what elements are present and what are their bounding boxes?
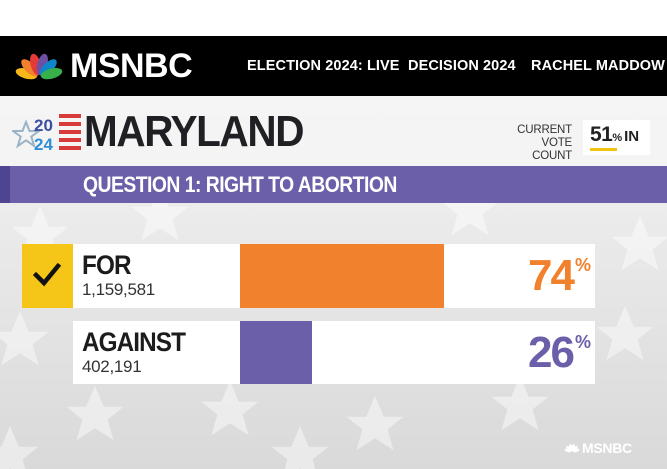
choice-name: AGAINST (82, 327, 186, 357)
state-title: MARYLAND (84, 107, 304, 156)
peacock-feather (572, 448, 580, 453)
nav-rachel-maddow[interactable]: RACHEL MADDOW (531, 58, 665, 74)
vote-count-label-line2: VOTE COUNT (532, 137, 572, 162)
result-bar-track (240, 321, 516, 384)
vote-count-label: CURRENT VOTE COUNT (508, 124, 572, 163)
percent-sign: % (574, 255, 591, 275)
vote-count-progress-bar (590, 148, 617, 151)
question-title: QUESTION 1: RIGHT TO ABORTION (83, 172, 397, 197)
vote-count-value: 51 (590, 123, 613, 146)
logo-text: MSNBC (70, 47, 193, 85)
question-bar: QUESTION 1: RIGHT TO ABORTION (0, 166, 667, 203)
checkmark-icon (33, 262, 61, 287)
peacock-icon-small (564, 444, 580, 453)
result-bar-for (240, 244, 444, 308)
percent-value: 74 (528, 251, 575, 300)
year-bottom: 24 (34, 135, 53, 154)
results-graphic: 20 24 MARYLAND CURRENT VOTE COUNT 51% IN … (0, 96, 667, 469)
nav-decision-2024[interactable]: DECISION 2024 (408, 58, 516, 74)
percent-box: 74 % (517, 244, 595, 308)
vote-count-label-line1: CURRENT (517, 124, 572, 136)
question-bar-accent (0, 166, 10, 203)
percent-sign: % (574, 332, 591, 352)
choice-votes: 1,159,581 (82, 280, 155, 299)
year-top: 20 (34, 116, 53, 135)
choice-votes: 402,191 (82, 357, 142, 376)
result-bar-track (240, 244, 516, 308)
choice-name: FOR (82, 250, 132, 280)
nav-election-2024-live[interactable]: ELECTION 2024: LIVE (247, 58, 400, 74)
peacock-icon (15, 53, 63, 80)
result-row-against: AGAINST 402,191 26 % (73, 321, 595, 384)
election-2024-star-badge-icon: 20 24 (12, 114, 81, 154)
top-nav-bar: MSNBC ELECTION 2024: LIVE DECISION 2024 … (0, 36, 667, 96)
peacock-feather (40, 68, 63, 80)
header-band: 20 24 MARYLAND CURRENT VOTE COUNT 51% IN (0, 96, 667, 166)
footer-msnbc-logo: MSNBC (564, 440, 632, 456)
footer-logo-text: MSNBC (582, 440, 632, 456)
percent-value: 26 (528, 328, 575, 377)
result-bar-against (240, 321, 312, 384)
msnbc-logo[interactable]: MSNBC (14, 47, 193, 85)
vote-count-pct: % (612, 132, 623, 144)
vote-count-box: 51% IN (583, 120, 650, 155)
vote-count-suffix: IN (624, 128, 640, 145)
winner-check-box (22, 244, 73, 308)
percent-box: 26 % (517, 321, 595, 384)
result-row-for: FOR 1,159,581 74 % (73, 244, 595, 308)
